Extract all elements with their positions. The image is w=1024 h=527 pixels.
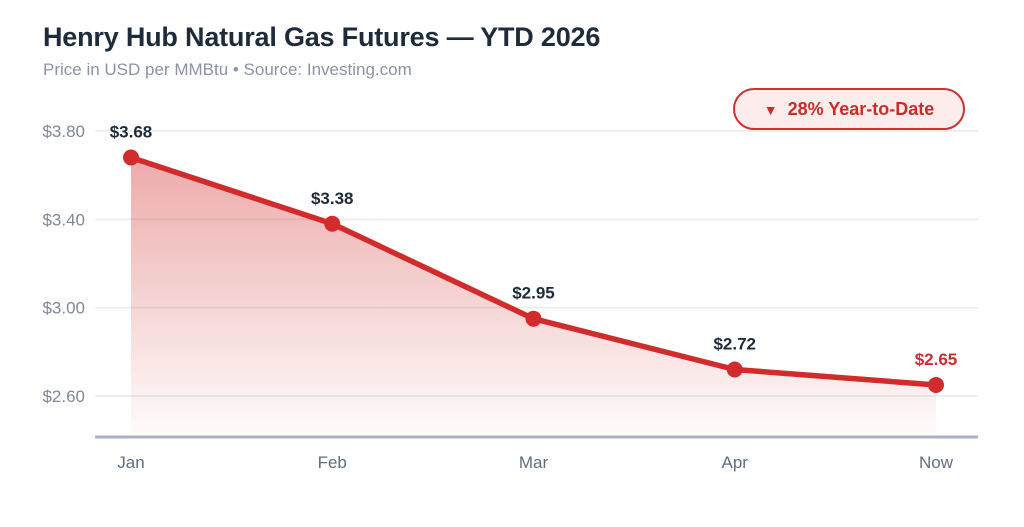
data-point xyxy=(726,361,743,378)
chart-subtitle: Price in USD per MMBtu • Source: Investi… xyxy=(43,60,412,79)
y-axis-tick-label: $3.00 xyxy=(42,299,85,318)
x-axis-tick-label: Jan xyxy=(117,453,144,472)
x-axis-tick-label: Apr xyxy=(722,453,749,472)
data-point-label: $3.38 xyxy=(311,189,354,208)
x-axis-tick-label: Now xyxy=(919,453,954,472)
x-axis-tick-label: Mar xyxy=(519,453,549,472)
data-point-label: $2.95 xyxy=(512,284,555,303)
data-point xyxy=(324,215,341,232)
data-point xyxy=(123,149,139,166)
down-arrow-icon: ▼ xyxy=(763,102,778,118)
y-axis-tick-label: $3.80 xyxy=(42,122,85,141)
ytd-badge-label: 28% Year-to-Date xyxy=(787,98,935,119)
y-axis-tick-label: $2.60 xyxy=(42,387,85,406)
data-point xyxy=(525,310,542,327)
data-point-label: $3.68 xyxy=(110,123,153,142)
x-axis-tick-label: Feb xyxy=(318,453,347,472)
data-point-label: $2.72 xyxy=(713,335,756,354)
page-title: Henry Hub Natural Gas Futures — YTD 2026 xyxy=(43,22,601,52)
data-point-label: $2.65 xyxy=(915,350,958,369)
y-axis-tick-label: $3.40 xyxy=(42,210,85,229)
ytd-change-badge: ▼ 28% Year-to-Date xyxy=(733,88,965,130)
data-point xyxy=(928,376,944,393)
